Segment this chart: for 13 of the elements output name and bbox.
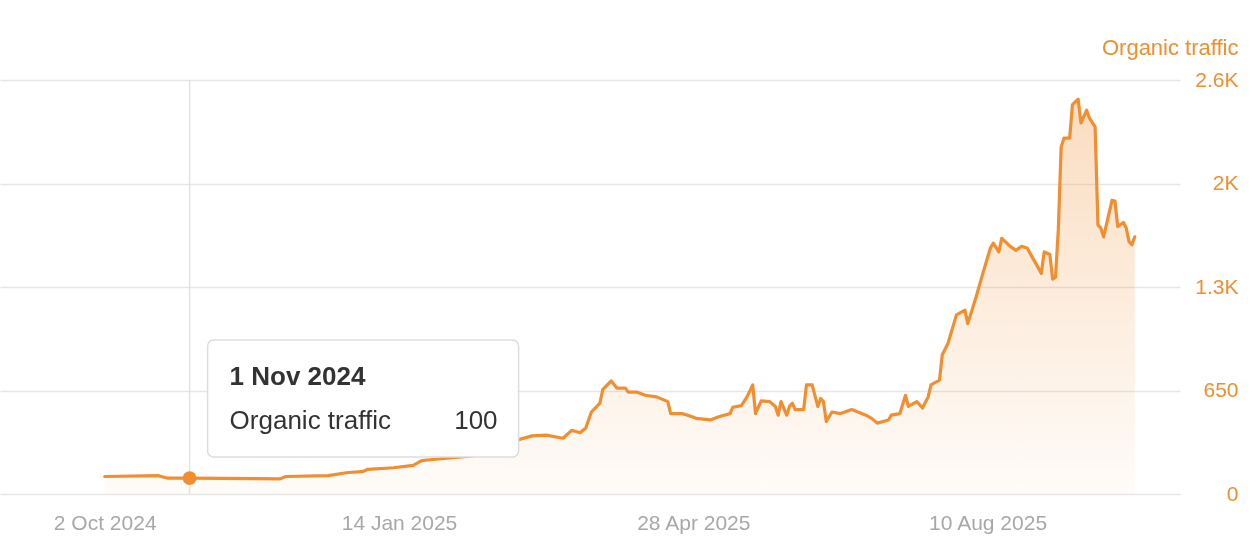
x-tick-label: 28 Apr 2025 xyxy=(637,510,751,534)
x-tick-label: 2 Oct 2024 xyxy=(53,510,157,534)
y-axis-title: Organic traffic xyxy=(1101,34,1239,60)
y-tick-label: 650 xyxy=(1203,378,1239,401)
y-tick-label: 2K xyxy=(1212,171,1239,194)
annotation: Organic traffic xyxy=(229,405,391,435)
x-tick-label: 10 Aug 2025 xyxy=(929,510,1048,534)
x-tick-label: 14 Jan 2025 xyxy=(341,510,458,534)
y-tick-label: 2.6K xyxy=(1195,67,1239,91)
y-tick-label: 1.3K xyxy=(1195,274,1239,298)
y-tick-label: 0 xyxy=(1226,481,1239,505)
annotation: 100 xyxy=(454,405,498,435)
annotation: 1 Nov 2024 xyxy=(229,361,366,391)
